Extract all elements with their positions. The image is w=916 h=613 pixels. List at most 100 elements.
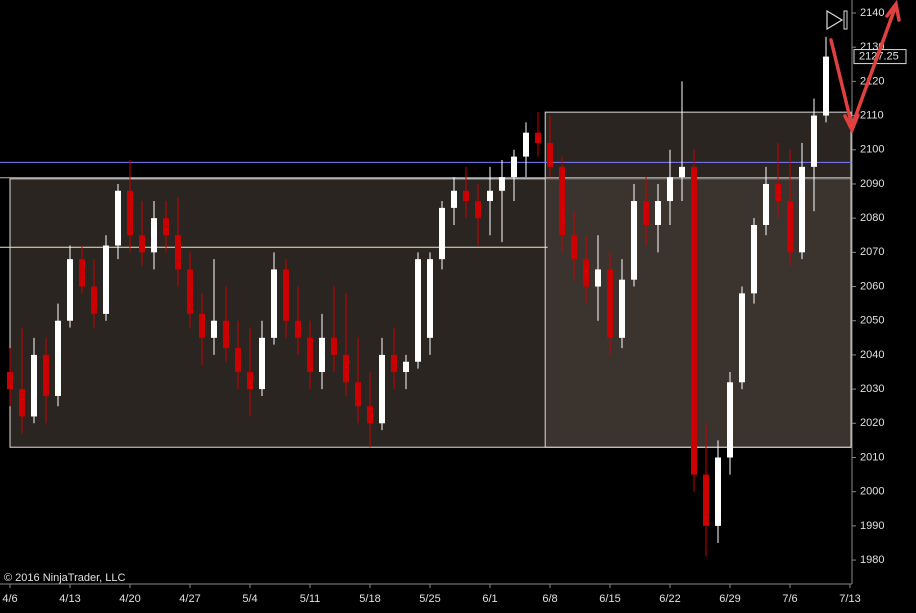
candle-body	[619, 279, 625, 338]
candle-body	[367, 406, 373, 424]
candle-body	[175, 235, 181, 270]
candle-body	[679, 166, 685, 178]
candle-body	[127, 190, 133, 236]
candle-body	[427, 259, 433, 338]
candle-body	[79, 259, 85, 287]
candle-body	[247, 372, 253, 390]
y-tick-label: 2100	[860, 144, 884, 156]
candle-body	[67, 259, 73, 321]
candle-body	[451, 190, 457, 208]
candle-body	[823, 56, 829, 116]
x-tick-label: 7/6	[782, 593, 797, 605]
y-tick-label: 2020	[860, 417, 884, 429]
candles	[7, 36, 829, 557]
candle-body	[763, 183, 769, 225]
candle-body	[43, 354, 49, 396]
candle-body	[391, 354, 397, 373]
x-tick-label: 6/8	[542, 593, 557, 605]
x-tick-label: 7/13	[839, 593, 860, 605]
x-tick-label: 4/13	[59, 593, 80, 605]
candle-body	[787, 201, 793, 253]
y-tick-label: 2030	[860, 383, 884, 395]
candle-body	[799, 166, 805, 253]
x-tick-label: 5/11	[300, 593, 321, 605]
candle-body	[103, 245, 109, 314]
candle-body	[235, 348, 241, 373]
candle-body	[31, 354, 37, 417]
y-tick-label: 2000	[860, 486, 884, 498]
candle-body	[715, 457, 721, 526]
candle-body	[727, 382, 733, 458]
y-tick-label: 2050	[860, 315, 884, 327]
candle-body	[19, 389, 25, 417]
candle-body	[355, 382, 361, 407]
x-tick-label: 6/1	[482, 593, 497, 605]
drawn-arrows	[829, 0, 901, 135]
x-tick-label: 5/4	[242, 593, 257, 605]
candle-body	[775, 183, 781, 202]
candle-body	[703, 474, 709, 526]
candle-body	[631, 201, 637, 280]
y-tick-label: 2110	[860, 109, 884, 121]
candle-body	[523, 132, 529, 157]
candle-body	[115, 190, 121, 246]
y-tick-label: 2070	[860, 246, 884, 258]
candle-body	[403, 361, 409, 373]
candle-body	[607, 269, 613, 338]
candle-body	[643, 201, 649, 225]
x-tick-label: 4/27	[179, 593, 200, 605]
y-tick-label: 2040	[860, 349, 884, 361]
x-tick-label: 6/22	[659, 593, 680, 605]
candle-body	[151, 218, 157, 253]
candle-body	[475, 201, 481, 219]
candle-body	[379, 354, 385, 424]
x-tick-label: 6/15	[599, 593, 620, 605]
candle-body	[511, 156, 517, 178]
y-tick-label: 2060	[860, 280, 884, 292]
y-tick-label: 1980	[860, 554, 884, 566]
candle-body	[583, 259, 589, 287]
x-tick-label: 5/25	[419, 593, 440, 605]
candle-body	[463, 190, 469, 202]
candle-body	[439, 207, 445, 260]
candle-body	[7, 372, 13, 390]
x-tick-label: 5/18	[359, 593, 380, 605]
candle-body	[811, 115, 817, 167]
candle-body	[259, 337, 265, 390]
arrow-head	[885, 0, 901, 22]
candle-body	[211, 320, 217, 338]
candle-body	[751, 224, 757, 294]
arrow-down	[829, 38, 854, 128]
y-tick-label: 2090	[860, 178, 884, 190]
candle-body	[487, 190, 493, 202]
play-icon-bar[interactable]	[843, 10, 848, 30]
y-tick-label: 2080	[860, 212, 884, 224]
play-icon[interactable]	[826, 9, 844, 31]
candle-body	[223, 320, 229, 349]
y-tick-label: 2140	[860, 7, 884, 19]
candle-body	[319, 337, 325, 373]
candle-body	[283, 269, 289, 321]
y-tick-label: 2120	[860, 75, 884, 87]
candle-body	[91, 286, 97, 314]
x-tick-label: 6/29	[719, 593, 740, 605]
candle-body	[343, 354, 349, 383]
candle-body	[187, 269, 193, 314]
candle-body	[307, 337, 313, 373]
candle-body	[667, 177, 673, 202]
axes: 4/6 4/13 4/20 4/27 5/4 5/11 5/18 5/25 6/1 6/8 6/15…	[2, 7, 907, 605]
candle-body	[139, 235, 145, 253]
candle-body	[655, 201, 661, 225]
candle-body	[547, 142, 553, 167]
candle-body	[691, 166, 697, 475]
candle-body	[415, 259, 421, 362]
candle-body	[55, 320, 61, 396]
candle-body	[595, 269, 601, 287]
copyright: © 2016 NinjaTrader, LLC	[4, 572, 125, 584]
candle-body	[331, 337, 337, 355]
x-tick-label: 4/6	[2, 593, 17, 605]
y-tick-label: 1990	[860, 520, 884, 532]
candle-body	[295, 320, 301, 338]
candle-body	[163, 218, 169, 236]
